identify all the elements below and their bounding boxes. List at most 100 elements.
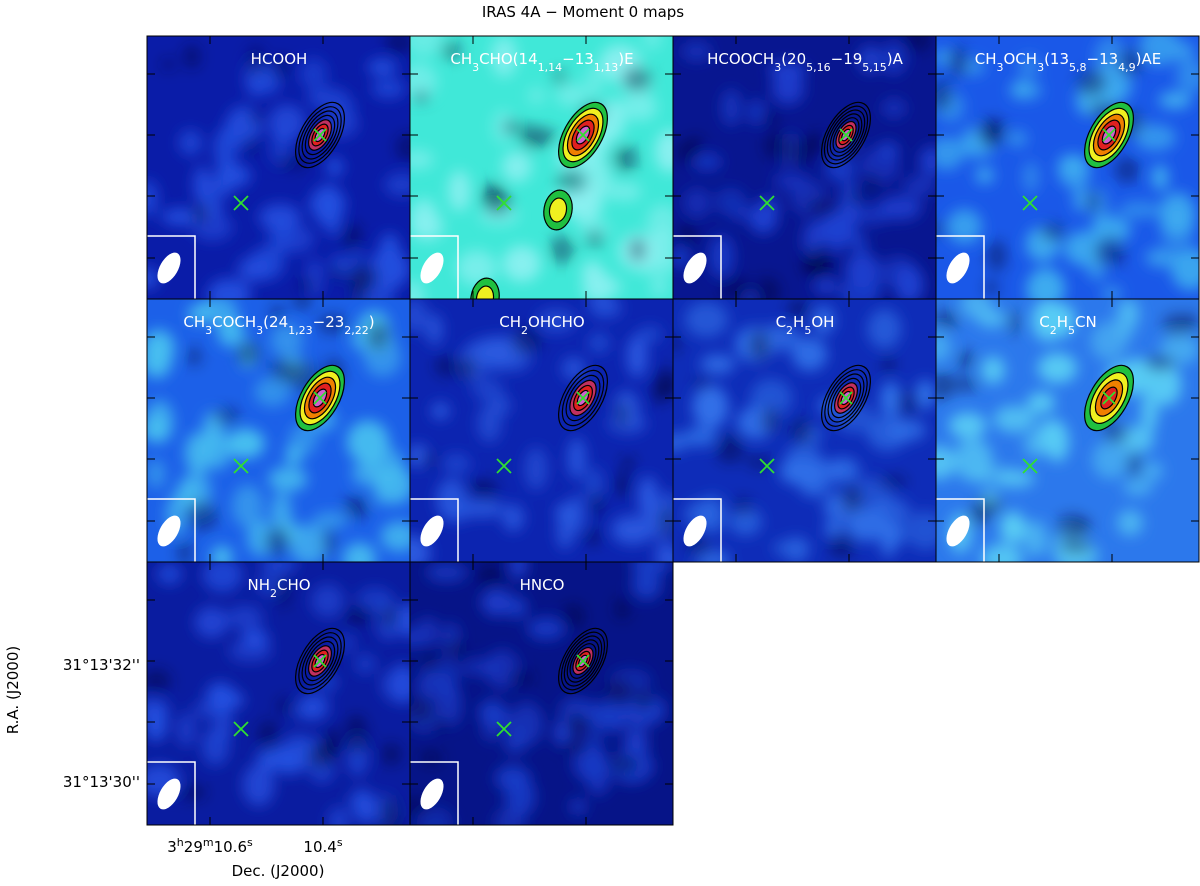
panel bbox=[147, 299, 410, 562]
noise-blob bbox=[881, 41, 907, 75]
noise-dark bbox=[586, 230, 604, 248]
noise-blob bbox=[1037, 352, 1078, 384]
noise-dark bbox=[502, 120, 523, 135]
beam bbox=[946, 515, 970, 547]
noise-dark bbox=[508, 669, 534, 686]
noise-dark bbox=[466, 481, 484, 495]
noise-dark bbox=[556, 169, 587, 193]
beam bbox=[420, 515, 444, 547]
noise-dark bbox=[276, 697, 295, 715]
noise-blob bbox=[367, 59, 398, 76]
noise-blob bbox=[1006, 130, 1028, 147]
label: CH3OCH3(135,8−134,9)AE bbox=[975, 50, 1162, 74]
figure-title: IRAS 4A − Moment 0 maps bbox=[482, 3, 684, 21]
noise-blob bbox=[561, 356, 586, 380]
noise-blob bbox=[975, 167, 995, 184]
noise-blob bbox=[845, 509, 888, 542]
noise-dark bbox=[878, 475, 908, 489]
label: CH2OHCHO bbox=[499, 313, 584, 337]
beam-box bbox=[410, 761, 459, 825]
noise-blob bbox=[867, 308, 902, 349]
noise-dark bbox=[343, 495, 370, 520]
label: CH3COCH3(241,23−232,22) bbox=[183, 313, 374, 337]
noise-dark bbox=[270, 303, 284, 325]
noise-blob bbox=[582, 270, 614, 299]
noise-dark bbox=[519, 124, 543, 152]
noise-blob bbox=[1134, 124, 1177, 151]
noise-blob bbox=[410, 62, 438, 100]
noise-blob bbox=[228, 640, 272, 663]
contour bbox=[826, 109, 866, 161]
contour bbox=[824, 369, 868, 427]
noise-dark bbox=[748, 330, 771, 361]
noise-dark bbox=[341, 222, 362, 252]
noise-dark bbox=[614, 471, 632, 498]
noise-blob bbox=[495, 765, 531, 792]
noise-dark bbox=[1118, 47, 1144, 77]
noise-blob bbox=[654, 539, 673, 562]
cross-mark bbox=[233, 721, 249, 737]
noise-blob bbox=[569, 798, 587, 816]
noise-blob bbox=[881, 98, 907, 118]
noise-blob bbox=[346, 420, 390, 464]
label: C2H5CN bbox=[1039, 313, 1096, 337]
noise-blob bbox=[948, 412, 987, 439]
beam-box bbox=[673, 498, 722, 562]
label: 3h29m10.6s bbox=[167, 836, 253, 857]
noise-blob bbox=[1072, 185, 1091, 213]
noise-dark bbox=[1095, 237, 1126, 267]
noise-blob bbox=[791, 337, 828, 372]
noise-dark bbox=[257, 719, 279, 752]
noise-blob bbox=[999, 511, 1027, 544]
noise-dark bbox=[734, 496, 752, 516]
noise-dark bbox=[760, 112, 781, 126]
noise-dark bbox=[1060, 541, 1092, 554]
noise-blob bbox=[1031, 299, 1065, 342]
noise-dark bbox=[249, 112, 262, 125]
noise-blob bbox=[1140, 392, 1159, 432]
panel bbox=[673, 299, 936, 562]
noise-blob bbox=[1023, 520, 1048, 558]
noise-blob bbox=[1026, 267, 1066, 299]
noise-blob bbox=[354, 653, 377, 675]
noise-blob bbox=[491, 36, 517, 78]
noise-blob bbox=[448, 170, 471, 212]
noise-blob bbox=[178, 129, 203, 156]
noise bbox=[673, 36, 936, 299]
panel bbox=[147, 562, 410, 825]
cross-mark bbox=[839, 391, 853, 405]
noise-blob bbox=[231, 484, 264, 528]
noise-blob bbox=[289, 524, 329, 562]
noise-blob bbox=[472, 377, 504, 402]
noise-dark bbox=[882, 352, 895, 377]
noise-blob bbox=[700, 354, 736, 375]
noise-dark bbox=[265, 527, 290, 557]
contour bbox=[298, 632, 342, 690]
noise-blob bbox=[729, 507, 762, 536]
noise-dark bbox=[331, 264, 344, 280]
noise-dark bbox=[610, 144, 639, 174]
noise-blob bbox=[310, 583, 345, 618]
noise-dark bbox=[380, 742, 403, 766]
noise-dark bbox=[367, 321, 390, 351]
noise-dark bbox=[720, 275, 752, 299]
noise-blob bbox=[410, 149, 434, 170]
noise-dark bbox=[901, 36, 933, 52]
noise-dark bbox=[1006, 309, 1021, 335]
label: C2H5OH bbox=[776, 313, 835, 337]
noise-dark bbox=[677, 221, 698, 248]
noise-dark bbox=[378, 816, 404, 825]
noise-dark bbox=[1040, 223, 1066, 241]
noise-blob bbox=[805, 460, 844, 482]
noise-dark bbox=[419, 750, 444, 766]
noise-dark bbox=[622, 66, 652, 92]
noise-dark bbox=[608, 755, 640, 774]
noise-dark bbox=[898, 389, 918, 417]
noise-blob bbox=[208, 690, 245, 709]
noise-blob bbox=[1118, 201, 1161, 219]
noise-blob bbox=[655, 129, 673, 173]
noise-dark bbox=[186, 347, 202, 367]
y-axis-label: R.A. (J2000) bbox=[4, 646, 22, 735]
contour bbox=[301, 636, 339, 686]
noise-blob bbox=[1008, 80, 1043, 100]
